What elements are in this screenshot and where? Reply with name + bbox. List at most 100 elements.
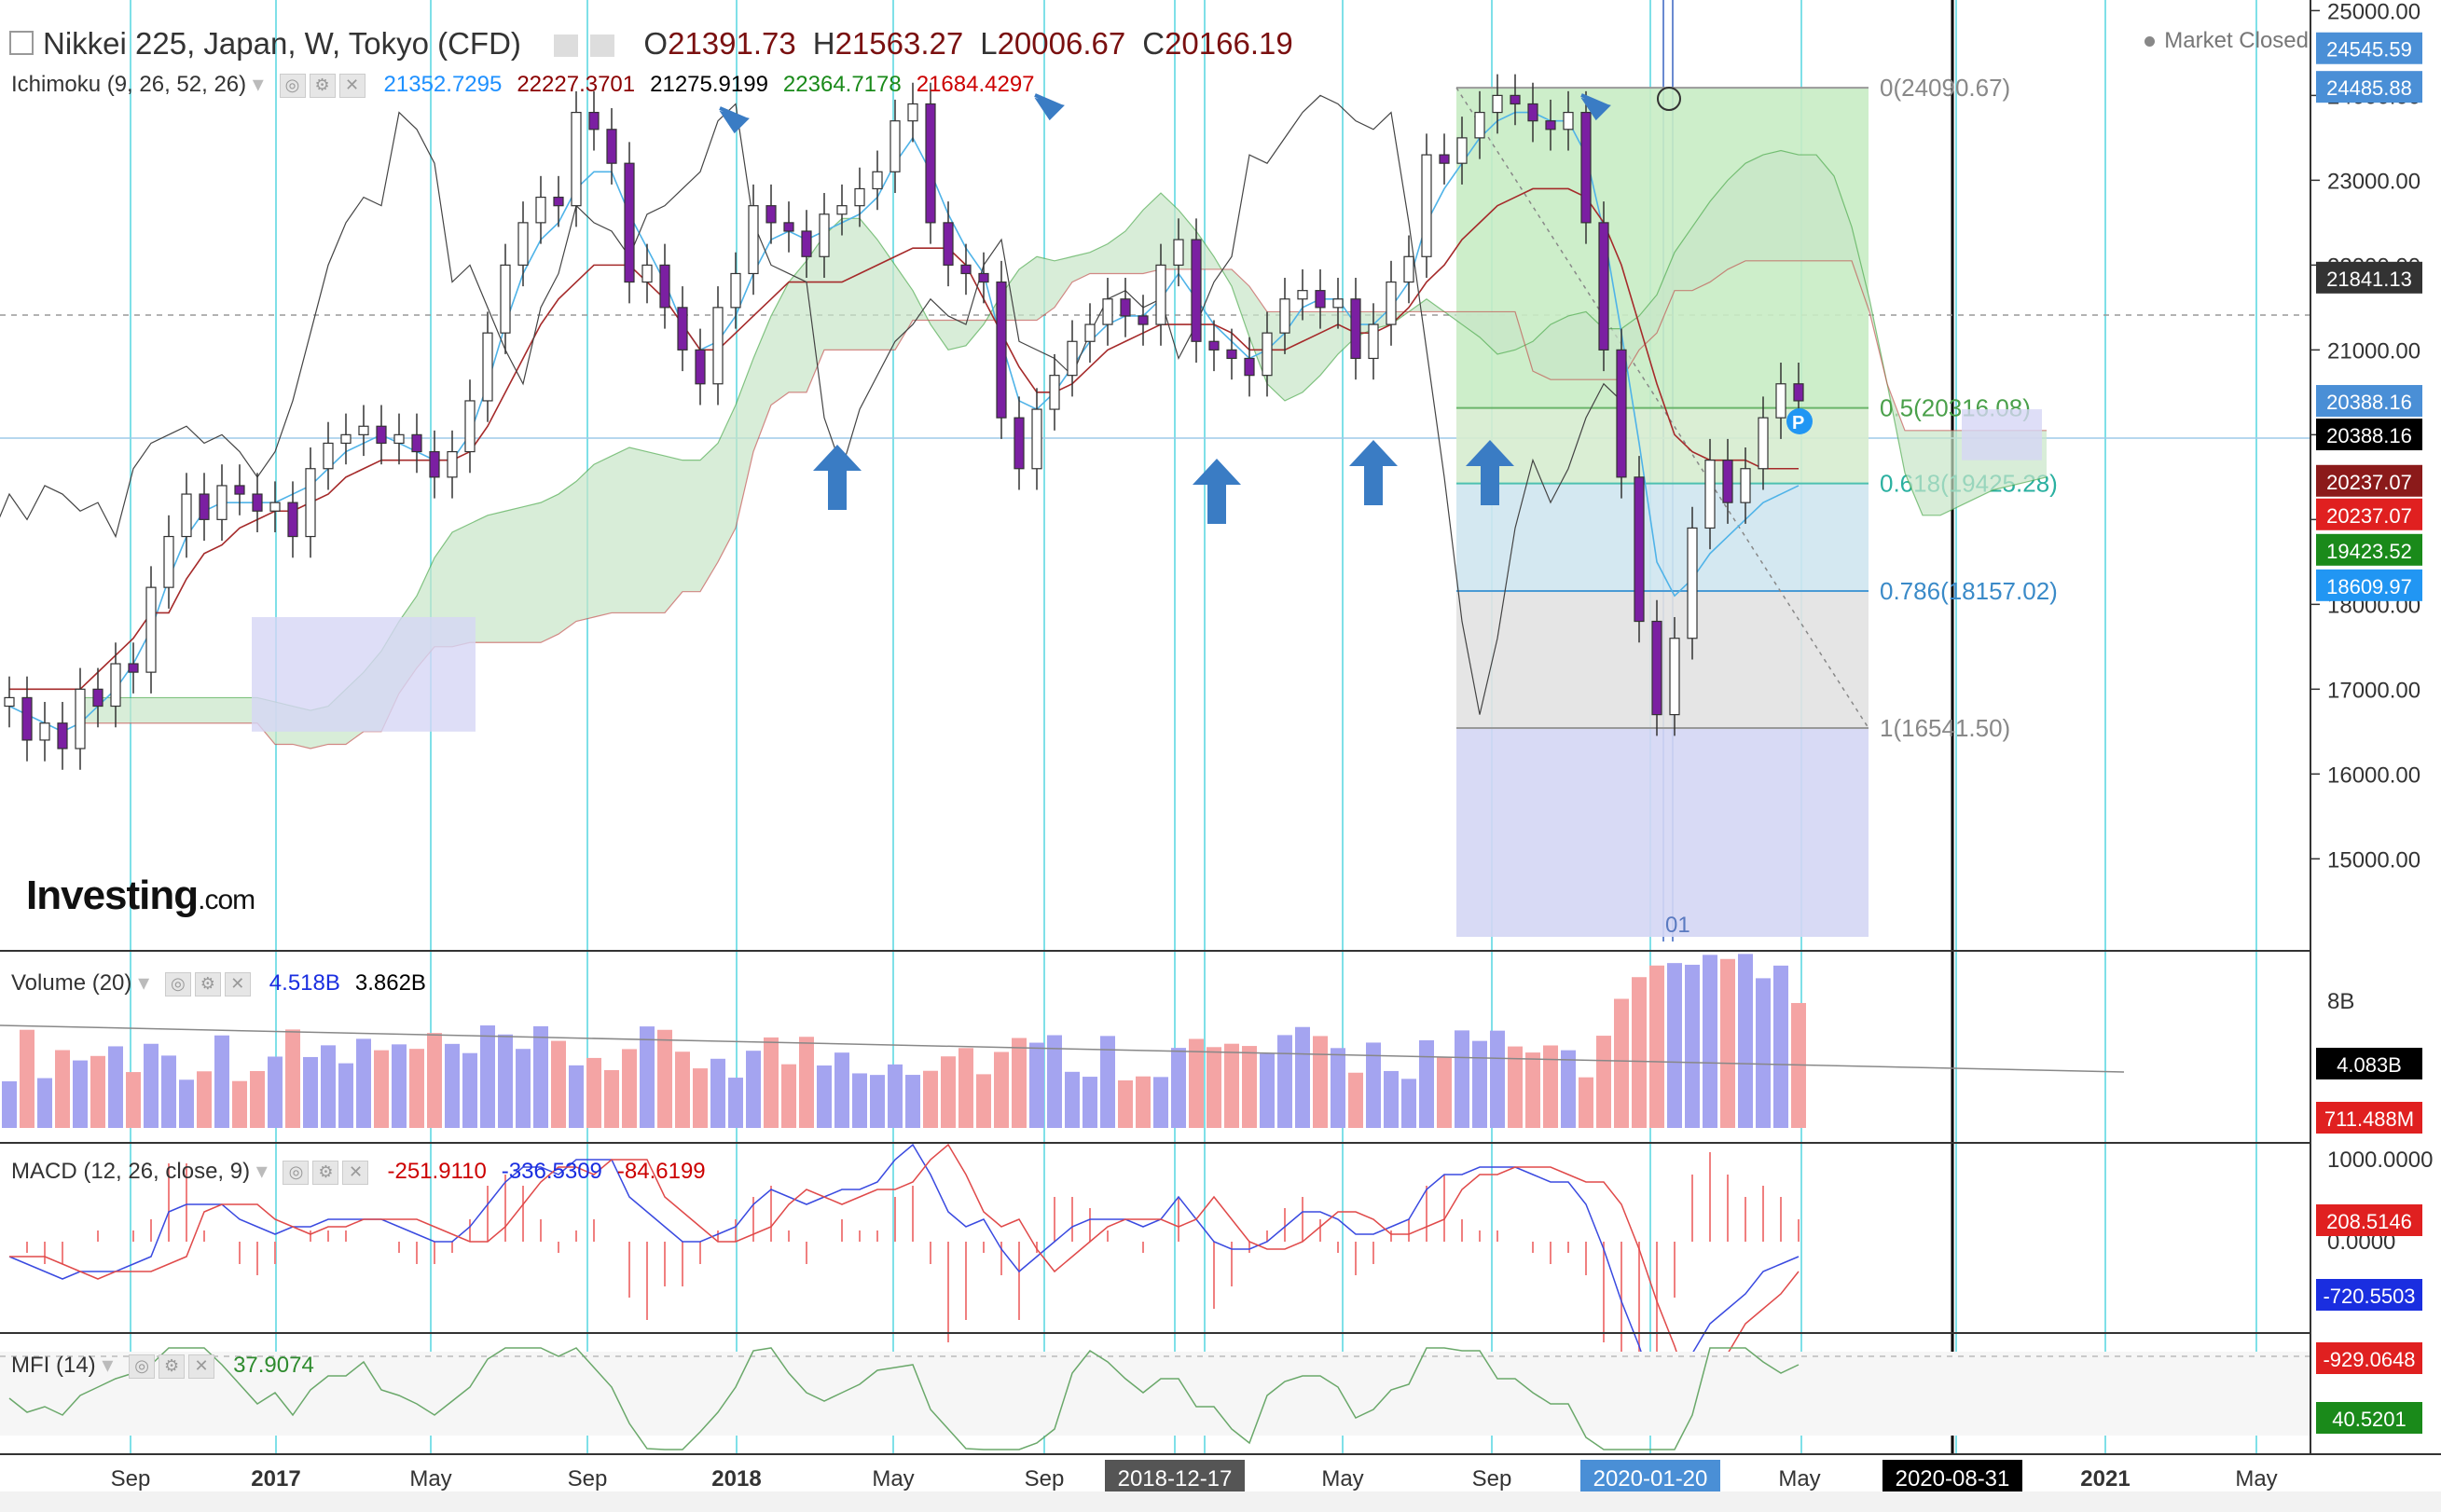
volume-bar — [1472, 1040, 1487, 1128]
chevron-down-icon[interactable]: ▾ — [250, 1159, 274, 1184]
volume-bar — [781, 1064, 796, 1128]
candle-body — [1191, 239, 1202, 342]
candle-body — [340, 433, 352, 445]
volume-bar — [285, 1029, 300, 1128]
candle-body — [730, 272, 741, 309]
price-label: -720.5503 — [2323, 1285, 2415, 1308]
gear-icon[interactable]: ⚙ — [194, 971, 221, 997]
x-tick-highlight — [1105, 1460, 1245, 1491]
gear-icon[interactable] — [590, 34, 615, 58]
eye-icon[interactable]: ◎ — [129, 1354, 156, 1379]
volume-bar — [675, 1052, 690, 1128]
candle-body — [854, 187, 865, 207]
price-label: 18609.97 — [2326, 575, 2412, 598]
status-dot-icon — [2144, 36, 2156, 48]
volume-bar — [586, 1057, 601, 1128]
arrow-up-icon — [1466, 440, 1514, 505]
ichimoku-legend-value: 22227.3701 — [517, 72, 636, 97]
y-tick-label: 1000.0000 — [2327, 1148, 2433, 1173]
volume-legend[interactable]: Volume (20) ▾ ◎ ⚙ ✕ 4.518B 3.862B — [11, 969, 426, 997]
candle-body — [411, 433, 422, 453]
price-label-bg — [2316, 1204, 2422, 1236]
volume-bar — [338, 1063, 353, 1128]
candle-body — [765, 205, 777, 224]
symbol-title: Nikkei 225, Japan, W, Tokyo (CFD) — [43, 26, 521, 61]
price-label: 208.5146 — [2326, 1210, 2412, 1233]
candle-body — [1297, 290, 1308, 300]
candle-body — [571, 111, 582, 207]
mfi-legend[interactable]: MFI (14) ▾ ◎ ⚙ ✕ 37.9074 — [11, 1352, 314, 1379]
eye-icon[interactable]: ◎ — [164, 971, 191, 997]
chevron-down-icon[interactable]: ▾ — [246, 72, 270, 97]
candle-body — [624, 162, 635, 283]
volume-bar — [214, 1035, 229, 1128]
candle-body — [1492, 94, 1503, 114]
collapse-icon[interactable] — [9, 31, 34, 56]
ohlc-value: 21563.27 — [834, 26, 964, 61]
candle-body — [128, 663, 139, 673]
candle-body — [1687, 527, 1698, 639]
candle-body — [199, 493, 210, 520]
p-marker-icon — [1786, 408, 1813, 434]
cloud-fill — [80, 150, 2047, 749]
close-icon[interactable]: ✕ — [342, 1160, 369, 1185]
annotation-arrows: P — [719, 87, 1813, 524]
volume-bar — [427, 1033, 442, 1128]
macd-legend[interactable]: MACD (12, 26, close, 9) ▾ ◎ ⚙ ✕ -251.9110 -3… — [11, 1158, 706, 1185]
candle-body — [836, 205, 848, 215]
volume-bar — [958, 1048, 973, 1128]
gear-icon[interactable]: ⚙ — [309, 73, 336, 98]
ichimoku-legend[interactable]: Ichimoku (9, 26, 52, 26) ▾ ◎ ⚙ ✕ 21352.7295… — [11, 71, 1035, 98]
volume-bar — [1207, 1047, 1221, 1128]
gear-icon[interactable]: ⚙ — [159, 1354, 186, 1379]
ohlc-value: 20166.19 — [1165, 26, 1293, 61]
candle-body — [358, 425, 369, 435]
x-tick-label: 2018-12-17 — [1118, 1466, 1233, 1491]
candle-body — [1669, 638, 1680, 716]
volume-bar — [374, 1050, 389, 1128]
candle-body — [925, 103, 936, 224]
candle-body — [216, 485, 228, 520]
volume-bar — [1437, 1057, 1452, 1128]
eye-icon[interactable] — [554, 34, 579, 58]
volume-bar — [799, 1037, 814, 1128]
eye-icon[interactable]: ◎ — [283, 1160, 310, 1185]
price-label: 711.488M — [2324, 1107, 2414, 1131]
price-label: 19423.52 — [2326, 540, 2412, 563]
candle-body — [1651, 620, 1662, 716]
volume-bar — [657, 1029, 672, 1128]
close-icon[interactable]: ✕ — [338, 73, 365, 98]
eye-icon[interactable]: ◎ — [279, 73, 306, 98]
volume-bar — [1083, 1077, 1097, 1128]
x-tick-label: Sep — [111, 1466, 151, 1491]
candle-body — [1775, 383, 1786, 419]
candle-body — [393, 433, 405, 445]
price-label: 24485.88 — [2326, 76, 2412, 100]
volume-bar — [941, 1056, 956, 1128]
x-tick-label: May — [1778, 1466, 1820, 1491]
chevron-down-icon[interactable]: ▾ — [131, 970, 156, 996]
logo-main: Investing — [26, 873, 199, 918]
close-icon[interactable]: ✕ — [224, 971, 251, 997]
x-tick-label: Sep — [1472, 1466, 1512, 1491]
volume-bar — [1401, 1079, 1416, 1128]
volume-pane — [0, 954, 2125, 1128]
y-tick-label: 16000.00 — [2327, 763, 2420, 788]
x-tick-label: 2020-08-31 — [1896, 1466, 2010, 1491]
volume-bar — [90, 1055, 105, 1128]
candle-body — [890, 120, 901, 172]
candle-body — [960, 264, 972, 275]
symbol-header[interactable]: Nikkei 225, Japan, W, Tokyo (CFD) O21391… — [9, 26, 1310, 62]
gear-icon[interactable]: ⚙ — [312, 1160, 339, 1185]
volume-bar — [1348, 1072, 1363, 1128]
price-label: 4.083B — [2337, 1053, 2402, 1077]
volume-bar — [1773, 965, 1788, 1128]
candle-body — [1456, 137, 1468, 164]
close-icon[interactable]: ✕ — [188, 1354, 215, 1379]
chevron-down-icon[interactable]: ▾ — [95, 1353, 120, 1378]
candle-body — [553, 196, 564, 207]
volume-bar — [161, 1055, 176, 1128]
volume-bar — [764, 1037, 779, 1128]
volume-legend-value: 3.862B — [354, 970, 426, 996]
